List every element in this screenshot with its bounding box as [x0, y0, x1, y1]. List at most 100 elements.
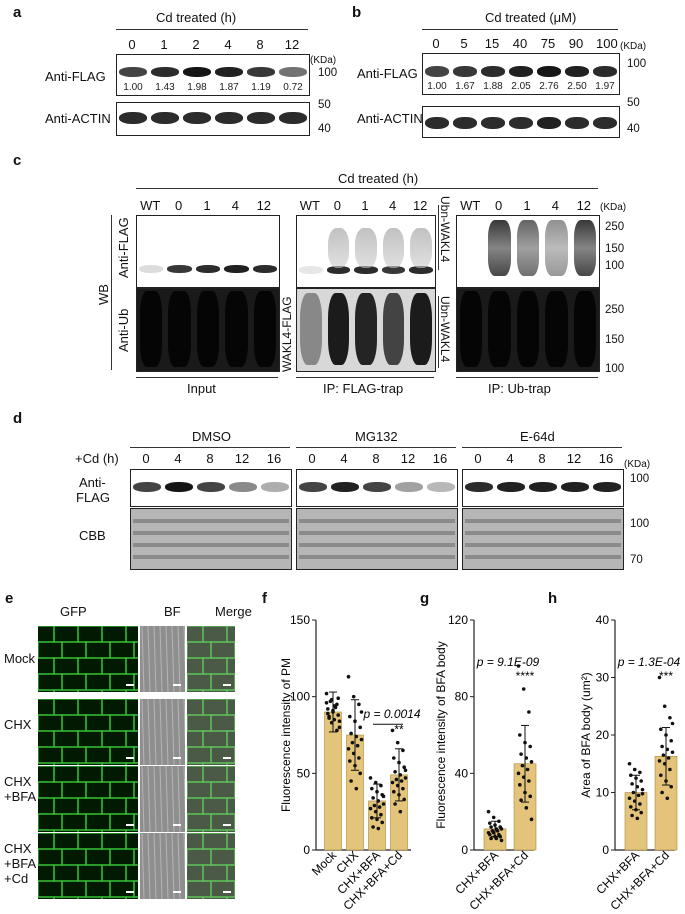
data-point — [632, 799, 637, 803]
panel-d-letter: d — [13, 410, 23, 427]
data-point — [401, 786, 405, 791]
panel-c-input-line — [136, 377, 278, 378]
cell-outline-grid — [187, 626, 235, 692]
panel-c-ubn-bottom-bracket — [438, 296, 439, 368]
panel-d-cd-label: +Cd (h) — [75, 451, 119, 466]
panel-a-lane-0: 0 — [128, 37, 136, 52]
panel-c-input-flag-band-4 — [252, 265, 277, 273]
data-point — [661, 753, 666, 757]
data-point — [393, 802, 397, 806]
y-axis-label: Area of BFA body (um²) — [579, 672, 593, 797]
micrograph-r2-merge — [186, 765, 236, 833]
panel-d-lane-0-3: 12 — [234, 451, 250, 466]
cell-outline-grid — [38, 699, 138, 765]
data-point — [381, 794, 386, 799]
data-point — [368, 806, 373, 811]
data-point — [398, 773, 403, 777]
scale-bar — [223, 757, 231, 759]
data-point — [640, 787, 645, 792]
panel-c-lane-0-3: 4 — [231, 198, 239, 213]
panel-d-dmso-band-2 — [197, 482, 225, 492]
data-point — [349, 779, 353, 783]
panel-a-flag-band-4 — [247, 67, 275, 77]
panel-b-flag-band-5 — [565, 66, 589, 77]
panel-d-lane-1-4: 16 — [432, 451, 448, 466]
panel-c-ubn-top-bracket — [438, 205, 439, 270]
data-point — [326, 711, 330, 716]
panel-d-line-dmso — [130, 447, 290, 448]
panel-b-actin-band-0 — [425, 117, 449, 129]
panel-c-lane-2-2: 1 — [523, 198, 531, 213]
data-point — [638, 770, 642, 775]
bf-texture — [141, 699, 185, 765]
panel-d-mg132-band-1 — [331, 482, 359, 492]
data-point — [381, 802, 386, 806]
data-point — [664, 779, 668, 783]
panel-b-actin-band-4 — [537, 117, 561, 129]
data-point — [518, 783, 522, 787]
data-point — [638, 802, 642, 806]
scale-bar — [126, 684, 134, 686]
data-point — [351, 694, 356, 699]
data-point — [523, 740, 527, 745]
panel-c-flagtrap-smear-3 — [382, 228, 405, 268]
data-point — [630, 813, 634, 818]
panel-d-cbb-band-1-0 — [299, 519, 455, 523]
panel-g-letter: g — [420, 590, 430, 607]
micrograph-r3-bf — [139, 832, 186, 900]
panel-d-lane-0-2: 8 — [206, 451, 214, 466]
panel-b-quant-1: 1.67 — [455, 81, 475, 92]
micrograph-r0-merge — [186, 625, 236, 693]
data-point — [527, 779, 531, 783]
data-point — [525, 767, 530, 772]
data-point — [669, 784, 673, 789]
panel-d-cbb-band-2-2 — [465, 543, 621, 547]
panel-c-ubtrap-ub-blot — [456, 288, 600, 372]
data-point — [498, 834, 503, 839]
panel-a-lane-2: 2 — [192, 37, 200, 52]
panel-c-ip-flag-label: IP: FLAG-trap — [323, 381, 404, 396]
panel-d-row2-label: CBB — [79, 528, 106, 543]
data-point — [357, 702, 361, 707]
data-point — [353, 719, 357, 723]
panel-a-lane-1: 1 — [160, 37, 168, 52]
panel-d-mw-100-b: 100 — [630, 518, 650, 530]
panel-d-lane-2-2: 8 — [538, 451, 546, 466]
data-point — [395, 740, 400, 745]
data-point — [519, 752, 523, 756]
panel-d-lane-2-1: 4 — [506, 451, 514, 466]
panel-d-line-mg132 — [296, 447, 456, 448]
panel-e-row-label-3-1: +BFA — [4, 856, 37, 871]
panel-d-cbb-band-1-1 — [299, 531, 455, 535]
data-point — [659, 773, 663, 778]
panel-c-flagtrap-flag-band-4 — [409, 266, 433, 274]
panel-b-actin-band-2 — [481, 117, 505, 129]
data-point — [392, 756, 396, 760]
panel-a-header-line — [116, 29, 308, 30]
panel-c-flagtrap-ub-smear-4 — [410, 293, 432, 365]
panel-b-flag-band-1 — [453, 66, 477, 77]
panel-c-ubtrap-smear-4 — [573, 220, 596, 276]
data-point — [660, 744, 664, 749]
panel-c-ip-ub-label: IP: Ub-trap — [488, 381, 551, 396]
data-point — [390, 728, 395, 733]
panel-c-mw-250-a: 250 — [605, 221, 625, 233]
data-point — [401, 748, 405, 753]
panel-c-ub-lane-1-3 — [545, 291, 568, 367]
data-point — [377, 805, 382, 809]
panel-d-lane-1-2: 8 — [372, 451, 380, 466]
data-point — [398, 809, 403, 814]
micrograph-r1-bf — [139, 698, 186, 766]
panel-d-mg132-cbb-blot — [296, 508, 458, 570]
p-value-label: p = 1.3E-04 — [617, 655, 681, 669]
y-axis-label: Fluorescence intensity of BFA body — [434, 641, 448, 828]
panel-c-input-flag-band-0 — [139, 265, 164, 273]
panel-d-group-dmso: DMSO — [192, 429, 231, 444]
data-point — [627, 796, 632, 801]
data-point — [665, 796, 670, 801]
data-point — [499, 827, 504, 831]
data-point — [632, 767, 637, 772]
panel-d-lane-0-1: 4 — [174, 451, 182, 466]
